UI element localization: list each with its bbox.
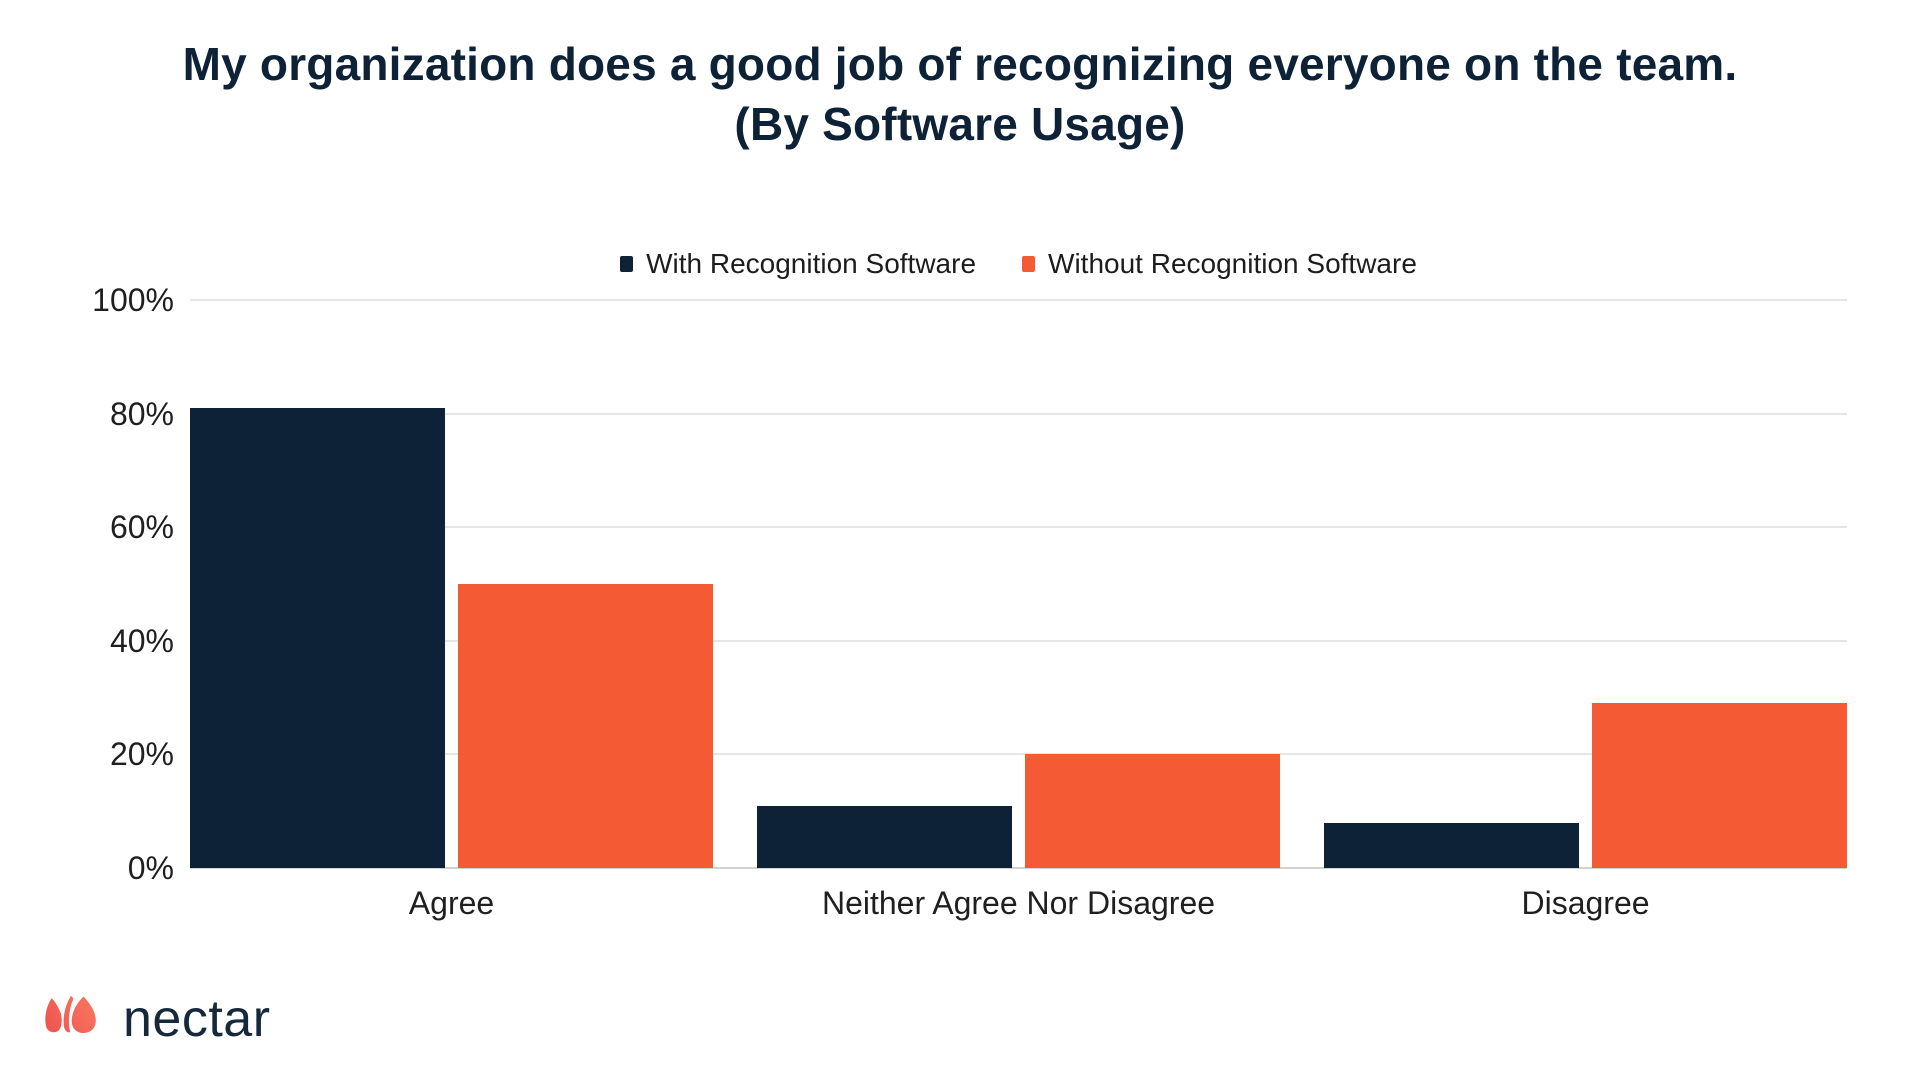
y-axis-label-40: 40% [109, 622, 174, 659]
bar-without-recognition-software-disagree [1592, 703, 1847, 868]
bar-without-recognition-software-agree [458, 584, 713, 868]
x-axis-label-neither-agree-nor-disagree: Neither Agree Nor Disagree [821, 885, 1216, 921]
gridline-100 [190, 299, 1847, 301]
gridline-60 [190, 526, 1847, 529]
x-axis-label-agree: Agree [408, 885, 495, 921]
flower-right-petal [71, 996, 96, 1034]
y-axis-label-60: 60% [109, 509, 174, 546]
y-axis-label-20: 20% [109, 736, 174, 773]
bar-with-recognition-software-neither-agree-nor-disagree [757, 805, 1012, 868]
x-axis-label-disagree: Disagree [1521, 885, 1650, 921]
gridline-40 [190, 639, 1847, 642]
chart-legend: With Recognition Software Without Recogni… [190, 246, 1847, 282]
legend-item-with-recognition-software: With Recognition Software [620, 247, 976, 281]
y-axis-label-80: 80% [109, 395, 174, 432]
y-axis-label-0: 0% [127, 850, 174, 886]
legend-label: With Recognition Software [646, 248, 977, 279]
y-axis-label-100: 100% [92, 282, 174, 318]
bar-with-recognition-software-disagree [1324, 822, 1579, 868]
gridline-80 [190, 412, 1847, 415]
chart-title-line1: My organization does a good job of recog… [182, 38, 1738, 90]
nectar-logo: nectar [36, 984, 271, 1054]
legend-marker-with-recognition-software [620, 256, 634, 272]
flower-left-petal [45, 998, 62, 1033]
flower-middle-petal [63, 995, 74, 1033]
chart-title: My organization does a good job of recog… [0, 34, 1920, 154]
nectar-flower-icon [45, 995, 96, 1034]
plot-area: 0% 20% 40% 60% 80% 100% Agree Neither Agree Nor… [92, 282, 1847, 921]
legend-marker-without-recognition-software [1022, 256, 1036, 272]
nectar-wordmark: nectar [123, 990, 271, 1048]
gridline-20 [190, 753, 1847, 756]
gridline-0 [190, 867, 1847, 869]
legend-label: Without Recognition Software [1048, 248, 1417, 279]
bar-with-recognition-software-agree [190, 407, 445, 868]
chart-title-line2: (By Software Usage) [734, 98, 1186, 150]
bar-without-recognition-software-neither-agree-nor-disagree [1025, 754, 1280, 868]
legend-item-without-recognition-software: Without Recognition Software [1022, 247, 1417, 281]
